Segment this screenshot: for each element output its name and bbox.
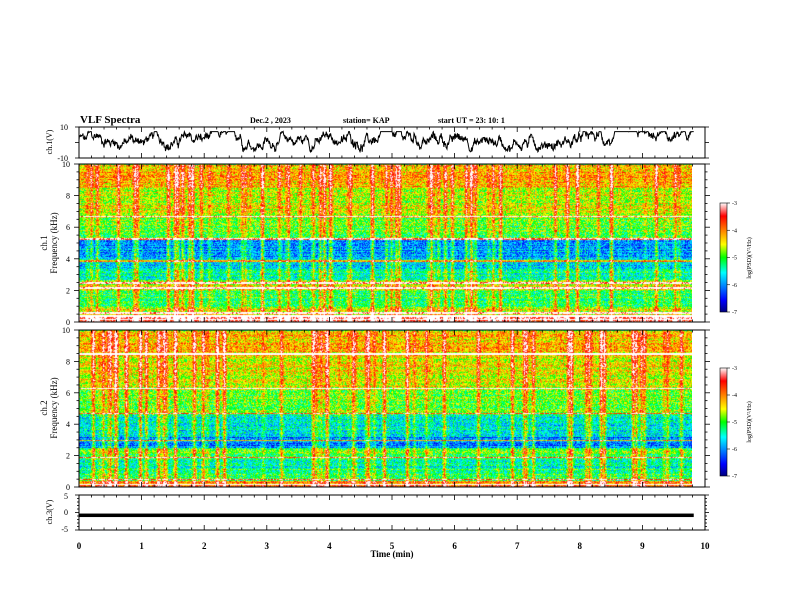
ch2-spectrogram-panel: 0 2 4 6 8 10 ch.2 Frequency (kHz) [39, 326, 710, 492]
x-tick-label: 6 [452, 541, 457, 551]
x-tick-label: 10 [701, 541, 711, 551]
colorbar-tick-label: -5 [732, 420, 737, 426]
y-tick-label: 4 [66, 420, 70, 429]
ch1-colorbar-label: log(PSD)(V²/Hz) [746, 237, 753, 278]
x-tick-label: 7 [515, 541, 520, 551]
x-axis-tick-labels: 0 1 2 3 4 5 6 7 8 9 10 [77, 541, 710, 551]
ch1-spectrogram-panel: 0 2 4 6 8 10 ch.1 Frequency (kHz) [39, 160, 710, 327]
ch2-spectrogram-ytick-labels: 0 2 4 6 8 10 [62, 326, 70, 492]
colorbar-tick-label: -4 [732, 228, 737, 234]
y-tick-label: 8 [66, 357, 70, 366]
y-tick-label: 0 [66, 318, 70, 327]
ch1-waveform-grid [75, 126, 709, 159]
ch2-spectrogram-image [79, 330, 692, 487]
y-tick-label: 10 [62, 160, 70, 169]
x-axis-label: Time (min) [370, 549, 413, 559]
ch3-waveform-panel: 5 0 -5 ch.3(V) [45, 492, 709, 534]
y-tick-label: 2 [66, 286, 70, 295]
colorbar-tick-label: -7 [732, 310, 737, 316]
ch1-spectrogram-ylabel-frequency: Frequency (kHz) [49, 212, 59, 273]
figure-title: VLF Spectra [80, 114, 141, 126]
ch1-spectrogram-ytick-labels: 0 2 4 6 8 10 [62, 160, 70, 327]
ch3-waveform-ytick-bottom: -5 [61, 525, 68, 534]
x-tick-label: 8 [578, 541, 583, 551]
colorbar-tick-label: -3 [732, 366, 737, 372]
ch2-spectrogram-ylabel-channel: ch.2 [39, 400, 49, 415]
ch3-waveform-band [79, 513, 694, 518]
x-tick-label: 0 [77, 541, 82, 551]
ch2-spectrogram-ylabel-frequency: Frequency (kHz) [49, 377, 59, 438]
colorbar-tick-label: -4 [732, 393, 737, 399]
x-tick-label: 3 [265, 541, 270, 551]
x-tick-label: 4 [327, 541, 332, 551]
ch3-waveform-ytick-top: 5 [64, 492, 68, 501]
y-tick-label: 6 [66, 223, 70, 232]
start-time-label: start UT = 23: 10: 1 [438, 116, 505, 125]
x-tick-label: 2 [202, 541, 207, 551]
y-tick-label: 6 [66, 389, 70, 398]
y-tick-label: 8 [66, 192, 70, 201]
ch3-waveform-ylabel: ch.3(V) [45, 499, 54, 524]
station-label: station= KAP [343, 116, 390, 125]
ch1-waveform-ytick-top: 10 [60, 123, 68, 132]
ch1-spectrogram-ticks [74, 163, 710, 323]
colorbar-tick-label: -7 [732, 474, 737, 480]
colorbar-tick-label: -6 [732, 283, 737, 289]
ch1-spectrogram-ylabel-channel: ch.1 [39, 235, 49, 250]
ch3-waveform-ytick-middle: 0 [64, 508, 68, 517]
ch1-waveform-ylabel: ch.1(V) [45, 129, 54, 154]
x-tick-label: 5 [390, 541, 395, 551]
y-tick-label: 2 [66, 452, 70, 461]
ch2-colorbar-gradient [719, 367, 728, 477]
y-tick-label: 0 [66, 483, 70, 492]
ch2-spectrogram-ticks [74, 329, 710, 488]
ch2-colorbar-label: log(PSD)(V²/Hz) [746, 401, 753, 442]
ch1-colorbar-gradient [719, 202, 728, 313]
colorbar-tick-label: -3 [732, 201, 737, 207]
ch3-waveform-ticks [75, 494, 709, 531]
ch1-colorbar: -3 -4 -5 -6 -7 log(PSD)(V²/Hz) [719, 201, 753, 316]
ch1-waveform-ticks [78, 127, 706, 158]
ch1-waveform-panel: 10 -10 ch.1(V) [45, 123, 709, 163]
ch3-waveform-frame [78, 494, 706, 531]
colorbar-tick-label: -5 [732, 256, 737, 262]
ch1-waveform-line [79, 130, 694, 154]
y-tick-label: 4 [66, 255, 70, 264]
ch1-waveform-ytick-bottom: -10 [57, 154, 68, 163]
ch1-colorbar-ticks: -3 -4 -5 -6 -7 [727, 201, 737, 316]
ch1-spectrogram-image [79, 164, 692, 322]
ch2-colorbar: -3 -4 -5 -6 -7 log(PSD)(V²/Hz) [719, 366, 753, 480]
x-tick-label: 9 [640, 541, 645, 551]
x-tick-label: 1 [139, 541, 144, 551]
date-label: Dec.2 , 2023 [250, 116, 291, 125]
y-tick-label: 10 [62, 326, 70, 335]
colorbar-tick-label: -6 [732, 447, 737, 453]
ch2-colorbar-ticks: -3 -4 -5 -6 -7 [727, 366, 737, 480]
